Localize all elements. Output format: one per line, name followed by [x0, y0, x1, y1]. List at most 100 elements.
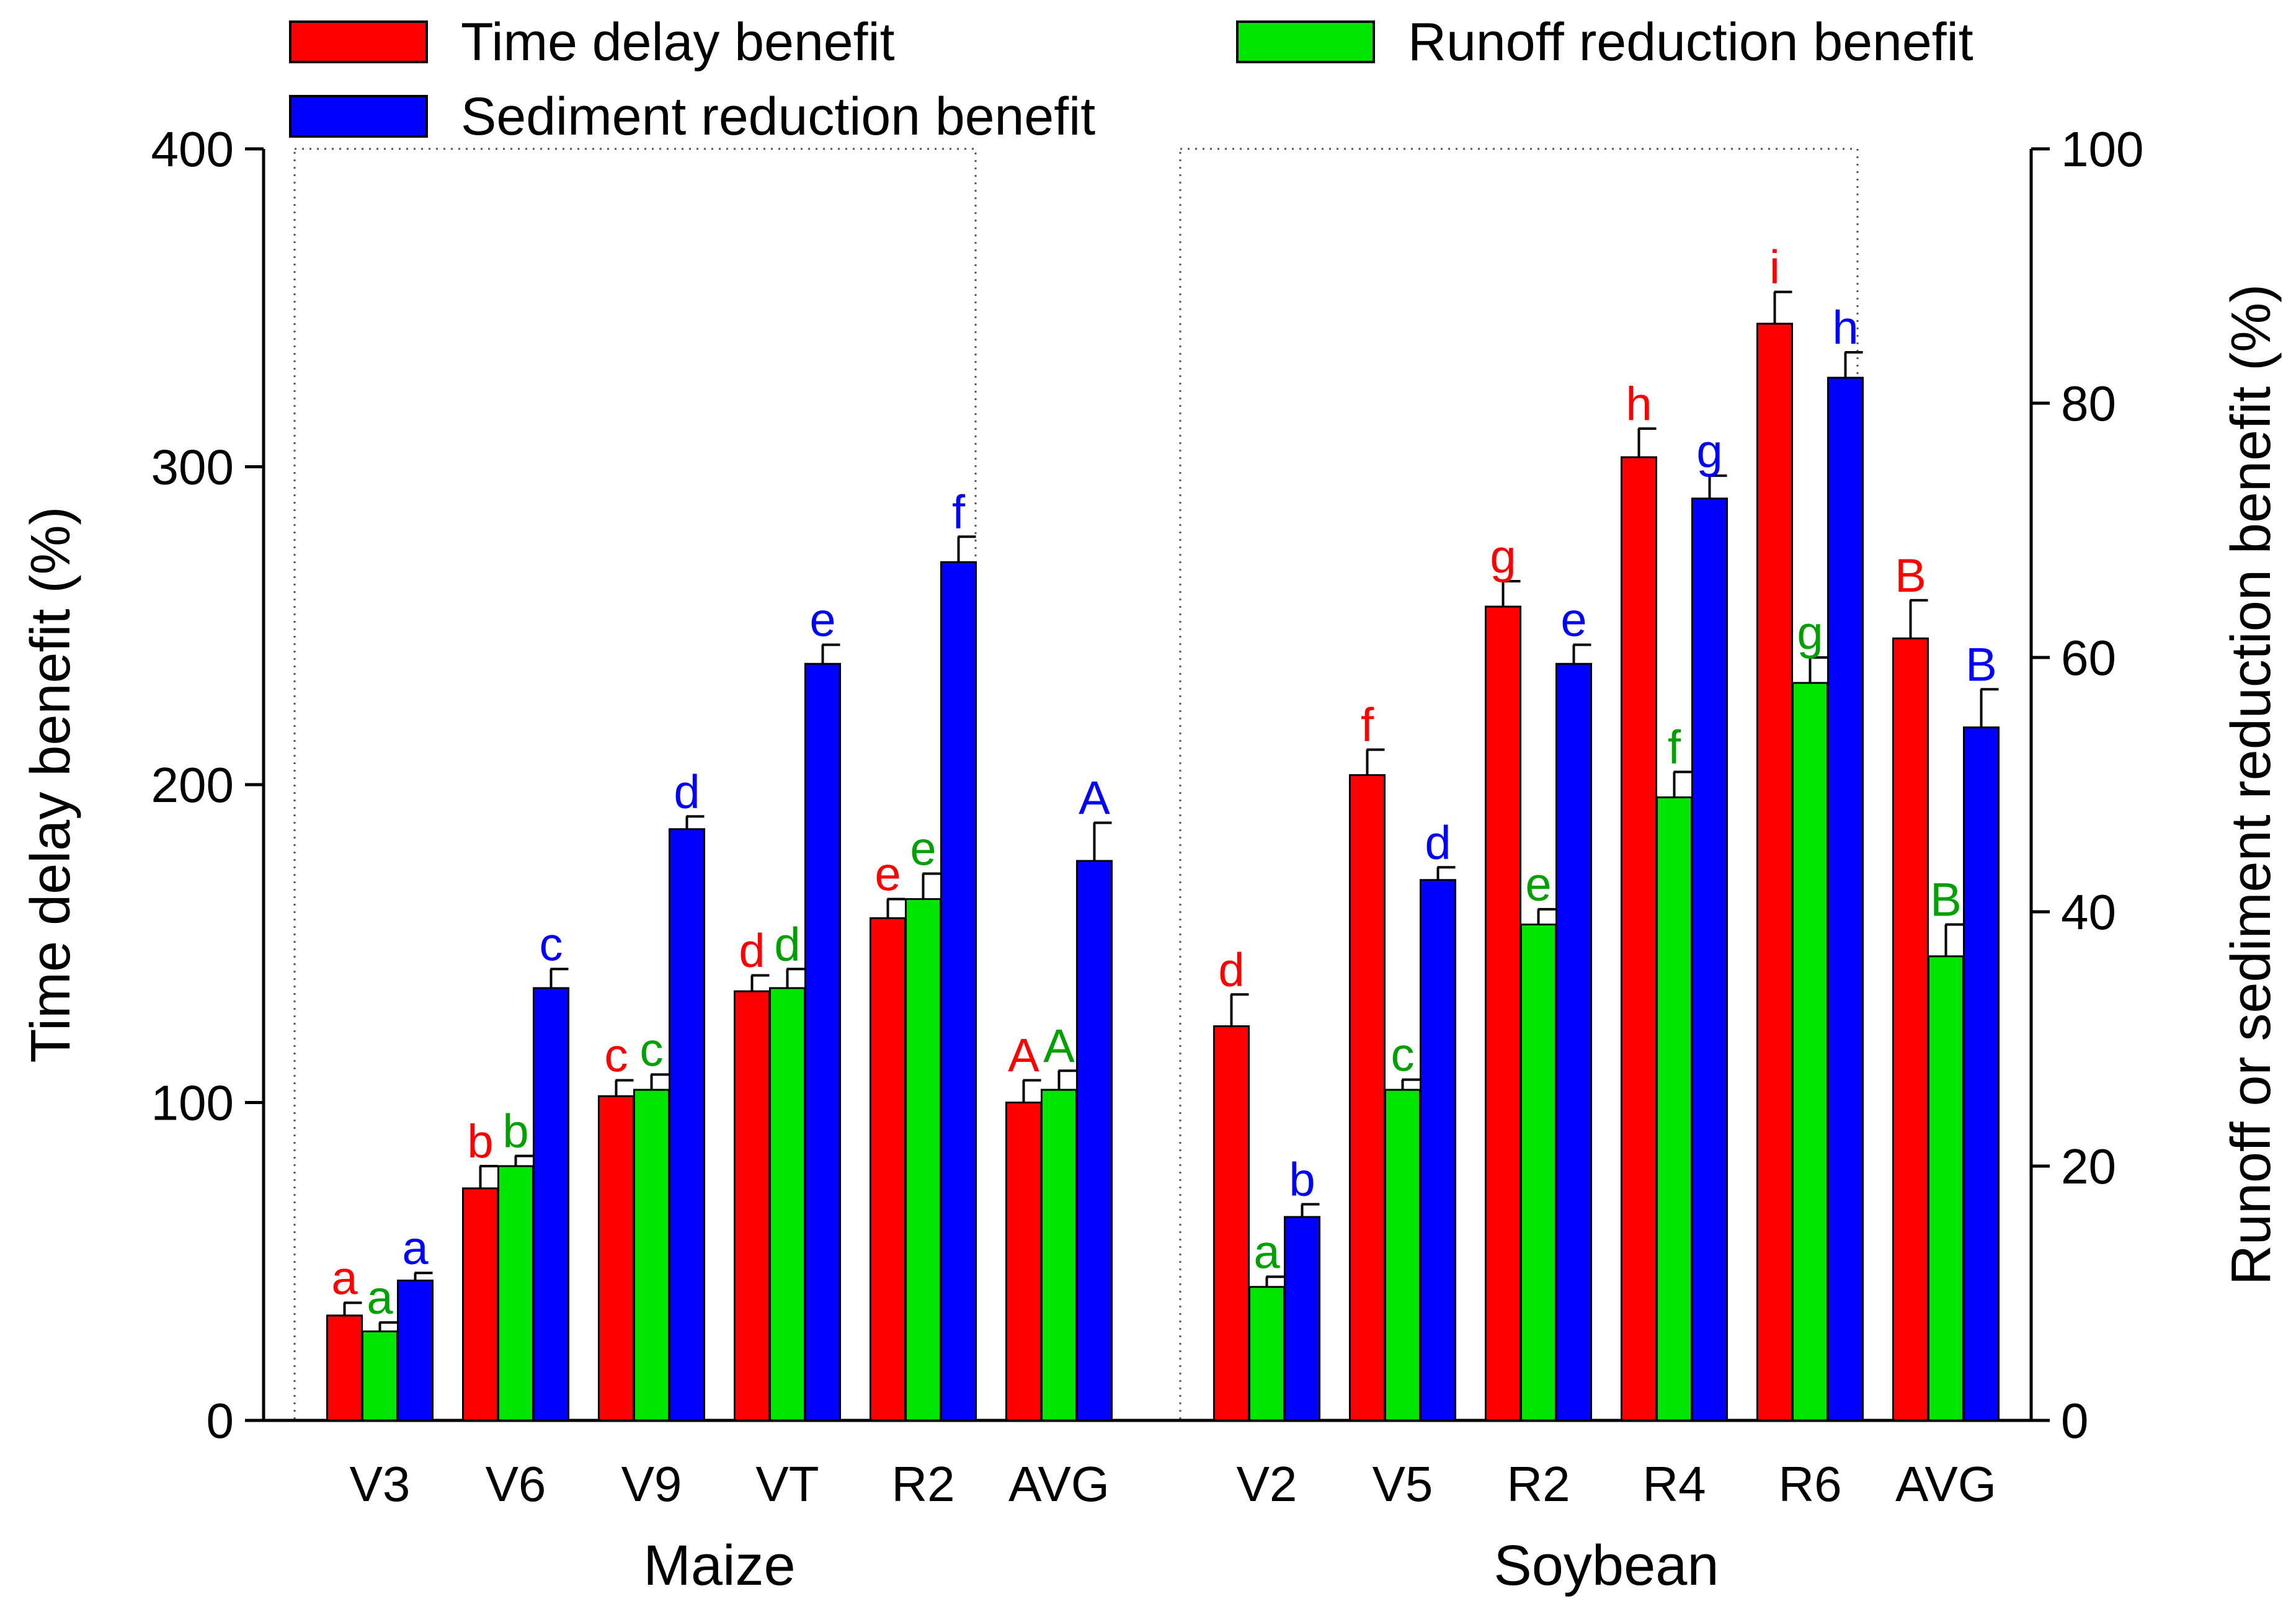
y-left-tick-label: 100 — [151, 1076, 234, 1131]
sig-label-soybean-r6-runoff: g — [1797, 607, 1823, 659]
x-tick-label: V9 — [621, 1456, 682, 1512]
sig-label-maize-v3-sediment: a — [402, 1222, 429, 1275]
legend: Time delay benefit Runoff reduction benef… — [289, 12, 1973, 146]
sig-label-soybean-v5-sediment: d — [1425, 816, 1451, 869]
bar-soybean-r6-sediment — [1827, 377, 1864, 1422]
bar-soybean-avg-time — [1892, 637, 1929, 1422]
bar-maize-avg-runoff — [1041, 1089, 1077, 1422]
sig-label-soybean-r4-sediment: g — [1696, 425, 1722, 478]
x-tick-label: R6 — [1778, 1456, 1841, 1512]
group-box-soybean — [1179, 148, 1859, 1422]
bar-maize-r2-sediment — [940, 561, 977, 1422]
y-right-tick-label: 0 — [2061, 1393, 2089, 1448]
axes: 0 100 200 300 400 0 20 40 60 80 100 Time delay bene… — [20, 122, 2282, 1448]
bar-maize-avg-sediment — [1076, 860, 1113, 1422]
bar-soybean-r4-runoff — [1656, 796, 1693, 1422]
legend-label-sediment: Sediment reduction benefit — [461, 87, 1095, 146]
bar-maize-v6-time — [462, 1187, 499, 1422]
sig-label-maize-v6-sediment: c — [540, 918, 563, 971]
sig-label-maize-v6-time: b — [467, 1115, 493, 1168]
x-tick-label: V5 — [1373, 1456, 1433, 1512]
legend-label-time: Time delay benefit — [461, 12, 895, 72]
bar-maize-avg-time — [1005, 1102, 1042, 1422]
sig-label-maize-vt-sediment: e — [809, 594, 835, 647]
legend-label-runoff: Runoff reduction benefit — [1408, 12, 1973, 72]
x-tick-label: V3 — [350, 1456, 411, 1512]
legend-swatch-sediment — [289, 95, 428, 138]
sig-label-soybean-r4-runoff: f — [1668, 721, 1681, 774]
bar-soybean-r2-sediment — [1555, 662, 1592, 1422]
bar-soybean-r6-time — [1756, 323, 1793, 1422]
y-left-tick-label: 300 — [151, 440, 234, 495]
sig-label-maize-avg-sediment: A — [1079, 772, 1110, 825]
x-axis-labels: V3 V6 V9 VT R2 AVG Maize V2 V5 R2 R4 R6 AVG Soybean — [350, 1456, 1996, 1597]
sig-label-maize-avg-time: A — [1008, 1030, 1039, 1082]
sig-label-maize-v9-time: c — [605, 1030, 628, 1082]
bar-maize-vt-runoff — [769, 987, 806, 1422]
sig-label-maize-v6-runoff: b — [502, 1105, 528, 1158]
bar-soybean-r4-time — [1621, 456, 1657, 1422]
bar-maize-v3-sediment — [397, 1280, 434, 1422]
sig-label-soybean-v2-sediment: b — [1289, 1154, 1315, 1206]
bar-maize-v9-sediment — [669, 828, 705, 1422]
sig-label-maize-v9-runoff: c — [640, 1023, 664, 1076]
bar-maize-vt-time — [734, 990, 770, 1422]
bar-soybean-r6-runoff — [1792, 682, 1828, 1422]
legend-swatch-time — [289, 20, 428, 63]
bar-maize-v3-time — [326, 1314, 363, 1422]
bar-soybean-r2-runoff — [1520, 924, 1557, 1422]
sig-label-soybean-r2-sediment: e — [1560, 594, 1586, 647]
y-right-tick-label: 60 — [2061, 630, 2116, 685]
x-tick-label: VT — [755, 1456, 819, 1512]
y-right-tick-label: 80 — [2061, 376, 2116, 431]
bar-maize-r2-time — [870, 917, 906, 1422]
bar-maize-v3-runoff — [362, 1330, 398, 1422]
sig-label-soybean-v2-runoff: a — [1253, 1226, 1280, 1278]
sig-label-maize-v3-runoff: a — [367, 1272, 393, 1324]
bar-soybean-v5-time — [1349, 774, 1386, 1422]
y-left-tick-label: 0 — [207, 1393, 234, 1448]
sig-label-maize-vt-runoff: d — [774, 918, 800, 971]
bar-soybean-r2-time — [1485, 605, 1521, 1422]
y-right-tick-label: 20 — [2061, 1139, 2116, 1194]
legend-swatch-runoff — [1236, 20, 1375, 63]
sig-label-soybean-v2-time: d — [1218, 943, 1244, 996]
y-right-tick-label: 40 — [2061, 885, 2116, 940]
sig-label-soybean-r2-time: g — [1490, 530, 1516, 583]
sig-label-maize-r2-runoff: e — [910, 823, 936, 876]
sig-label-maize-avg-runoff: A — [1043, 1020, 1075, 1072]
sig-label-maize-r2-time: e — [874, 849, 901, 901]
bar-soybean-avg-sediment — [1963, 726, 2000, 1422]
bar-maize-v9-time — [598, 1095, 634, 1422]
sig-label-soybean-v5-runoff: c — [1391, 1029, 1415, 1082]
x-tick-label: AVG — [1008, 1456, 1110, 1512]
sig-label-maize-v9-sediment: d — [674, 765, 700, 818]
y-left-tick-label: 400 — [151, 122, 234, 177]
sig-label-soybean-r6-sediment: h — [1832, 301, 1858, 354]
sig-label-soybean-r4-time: h — [1626, 378, 1652, 430]
x-tick-label: V6 — [486, 1456, 546, 1512]
bar-soybean-v5-sediment — [1420, 879, 1456, 1422]
x-tick-label: R2 — [891, 1456, 954, 1512]
bar-maize-v6-sediment — [533, 987, 569, 1422]
x-tick-label: AVG — [1895, 1456, 1996, 1512]
y-right-tick-label: 100 — [2061, 122, 2143, 177]
sig-label-soybean-v5-time: f — [1361, 699, 1374, 752]
x-tick-label: R4 — [1642, 1456, 1706, 1512]
bar-maize-vt-sediment — [804, 662, 841, 1422]
y-left-tick-label: 200 — [151, 757, 234, 813]
bar-soybean-v2-sediment — [1284, 1216, 1320, 1422]
sig-label-maize-vt-time: d — [739, 925, 765, 978]
sig-label-maize-r2-sediment: f — [952, 486, 966, 538]
sig-label-maize-v3-time: a — [331, 1252, 358, 1304]
y-left-axis-title: Time delay benefit (%) — [20, 506, 82, 1063]
x-tick-label: R2 — [1506, 1456, 1570, 1512]
bar-soybean-r4-sediment — [1691, 497, 1728, 1422]
group-label-maize: Maize — [643, 1534, 795, 1597]
sig-label-soybean-avg-time: B — [1895, 550, 1926, 602]
bar-soybean-v2-time — [1213, 1025, 1250, 1422]
sig-label-soybean-r2-runoff: e — [1525, 858, 1551, 911]
bar-soybean-v5-runoff — [1384, 1089, 1421, 1422]
